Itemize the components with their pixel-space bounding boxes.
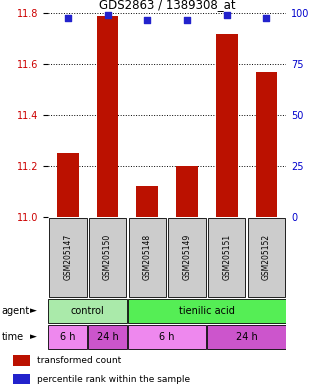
Text: transformed count: transformed count — [37, 356, 121, 365]
Text: tienilic acid: tienilic acid — [179, 306, 235, 316]
Text: time: time — [2, 332, 24, 342]
Point — [264, 15, 269, 21]
Point — [65, 15, 71, 21]
Bar — [48, 299, 127, 323]
Text: ►: ► — [30, 306, 37, 315]
Text: GSM205148: GSM205148 — [143, 234, 152, 280]
Bar — [88, 325, 127, 349]
Text: 6 h: 6 h — [160, 332, 175, 342]
Text: GSM205147: GSM205147 — [63, 234, 72, 280]
Bar — [216, 34, 238, 217]
Bar — [168, 218, 206, 297]
Bar — [13, 355, 30, 366]
Bar — [248, 218, 285, 297]
Text: GSM205152: GSM205152 — [262, 234, 271, 280]
Bar — [89, 218, 126, 297]
Point — [145, 17, 150, 23]
Text: control: control — [71, 306, 105, 316]
Bar — [256, 72, 277, 217]
Title: GDS2863 / 1389308_at: GDS2863 / 1389308_at — [99, 0, 235, 11]
Point — [224, 12, 229, 18]
Bar — [129, 218, 166, 297]
Text: 24 h: 24 h — [236, 332, 258, 342]
Text: GSM205150: GSM205150 — [103, 234, 112, 280]
Bar — [136, 187, 158, 217]
Bar — [176, 166, 198, 217]
Text: GSM205151: GSM205151 — [222, 234, 231, 280]
Bar — [48, 325, 87, 349]
Bar — [13, 374, 30, 384]
Text: percentile rank within the sample: percentile rank within the sample — [37, 375, 190, 384]
Text: 6 h: 6 h — [60, 332, 75, 342]
Point — [105, 12, 110, 18]
Text: ►: ► — [30, 332, 37, 341]
Bar — [208, 218, 245, 297]
Text: agent: agent — [2, 306, 30, 316]
Bar — [57, 153, 79, 217]
Bar — [49, 218, 86, 297]
Bar — [207, 325, 286, 349]
Bar — [128, 299, 286, 323]
Text: 24 h: 24 h — [97, 332, 118, 342]
Point — [184, 17, 190, 23]
Text: GSM205149: GSM205149 — [182, 234, 192, 280]
Bar — [128, 325, 207, 349]
Bar — [97, 16, 118, 217]
